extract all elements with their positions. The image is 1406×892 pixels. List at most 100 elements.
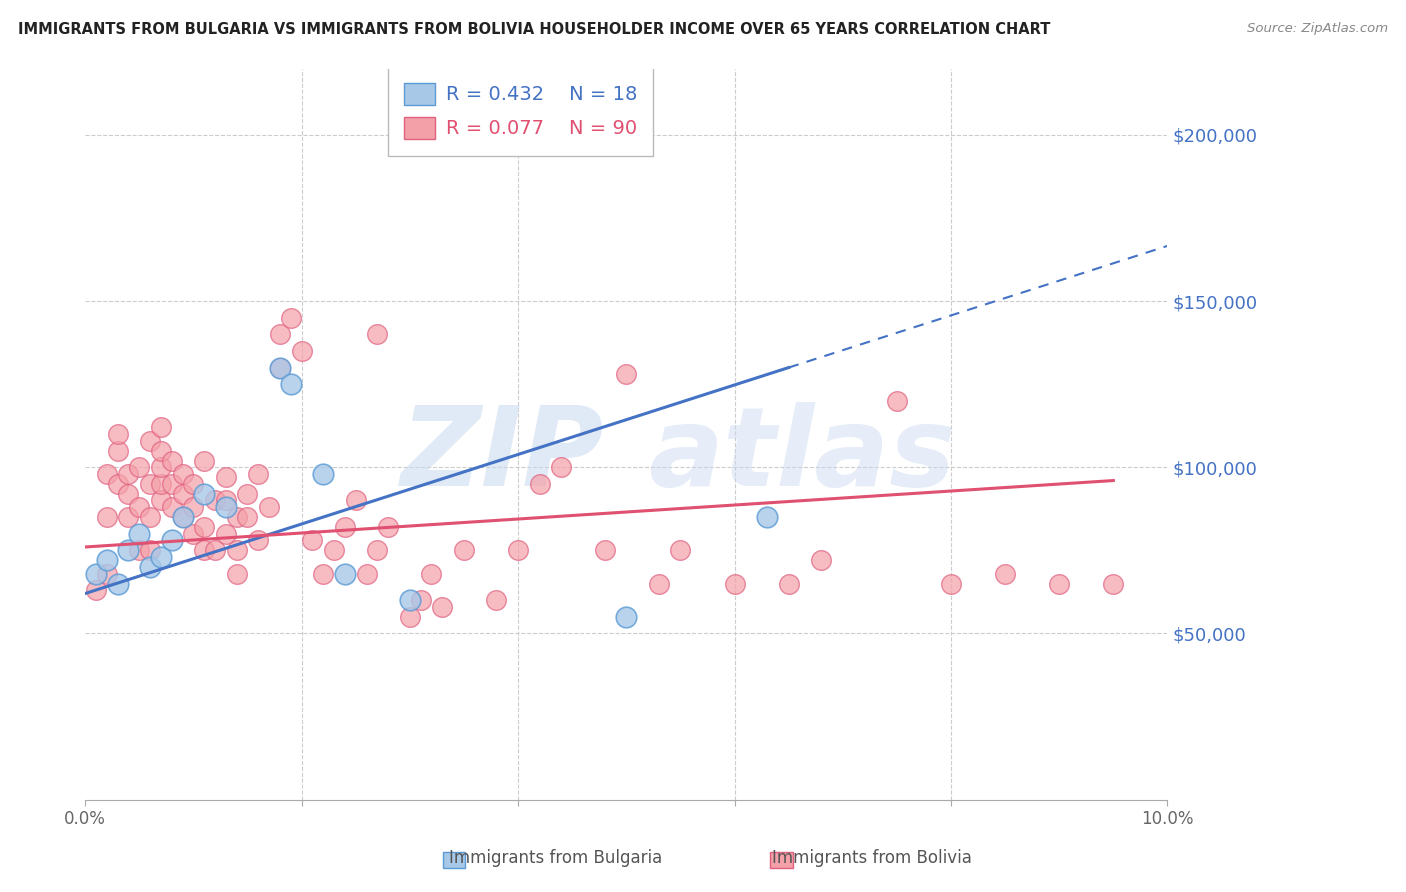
- Text: R = 0.077    N = 90: R = 0.077 N = 90: [446, 119, 637, 138]
- Bar: [770, 852, 793, 868]
- Point: [269, 360, 291, 375]
- Point: [648, 576, 671, 591]
- Point: [107, 476, 129, 491]
- FancyBboxPatch shape: [388, 65, 654, 156]
- Point: [1047, 576, 1070, 591]
- Point: [107, 427, 129, 442]
- Point: [215, 500, 238, 515]
- Text: Immigrants from Bolivia: Immigrants from Bolivia: [772, 849, 972, 867]
- Point: [193, 543, 215, 558]
- Point: [172, 467, 194, 481]
- Point: [160, 453, 183, 467]
- Point: [149, 476, 172, 491]
- Point: [257, 500, 280, 515]
- Point: [139, 560, 162, 574]
- Point: [117, 467, 139, 481]
- Point: [291, 343, 314, 358]
- Point: [149, 420, 172, 434]
- Point: [107, 443, 129, 458]
- Bar: [405, 118, 434, 139]
- Point: [614, 609, 637, 624]
- Point: [193, 487, 215, 501]
- Point: [96, 553, 118, 567]
- Point: [398, 593, 420, 607]
- Point: [398, 609, 420, 624]
- Point: [269, 327, 291, 342]
- Point: [485, 593, 508, 607]
- Point: [117, 510, 139, 524]
- Point: [160, 533, 183, 548]
- Point: [139, 434, 162, 448]
- Text: Immigrants from Bulgaria: Immigrants from Bulgaria: [449, 849, 662, 867]
- Point: [301, 533, 323, 548]
- Point: [377, 520, 399, 534]
- Point: [614, 368, 637, 382]
- Point: [269, 360, 291, 375]
- Point: [366, 327, 388, 342]
- Point: [333, 566, 356, 581]
- Point: [128, 460, 150, 475]
- Point: [886, 393, 908, 408]
- Point: [183, 526, 205, 541]
- Point: [280, 377, 302, 392]
- Point: [96, 566, 118, 581]
- Text: Source: ZipAtlas.com: Source: ZipAtlas.com: [1247, 22, 1388, 36]
- Point: [117, 543, 139, 558]
- Point: [312, 467, 335, 481]
- Point: [225, 566, 247, 581]
- Point: [172, 487, 194, 501]
- Point: [280, 310, 302, 325]
- Point: [236, 510, 259, 524]
- Point: [149, 493, 172, 508]
- Point: [529, 476, 551, 491]
- Text: ZIP: ZIP: [401, 402, 605, 509]
- Point: [193, 520, 215, 534]
- Point: [117, 487, 139, 501]
- Point: [183, 476, 205, 491]
- Text: IMMIGRANTS FROM BULGARIA VS IMMIGRANTS FROM BOLIVIA HOUSEHOLDER INCOME OVER 65 Y: IMMIGRANTS FROM BULGARIA VS IMMIGRANTS F…: [18, 22, 1050, 37]
- Point: [409, 593, 432, 607]
- Point: [994, 566, 1017, 581]
- Bar: [443, 852, 465, 868]
- Point: [550, 460, 572, 475]
- Point: [128, 543, 150, 558]
- Point: [344, 493, 367, 508]
- Point: [172, 510, 194, 524]
- Point: [432, 599, 454, 614]
- Point: [149, 460, 172, 475]
- Point: [333, 520, 356, 534]
- Point: [84, 566, 107, 581]
- Point: [939, 576, 962, 591]
- Point: [356, 566, 378, 581]
- Point: [236, 487, 259, 501]
- Point: [593, 543, 616, 558]
- Point: [247, 533, 270, 548]
- Point: [96, 510, 118, 524]
- Point: [160, 476, 183, 491]
- Point: [215, 470, 238, 484]
- Point: [193, 453, 215, 467]
- Point: [139, 543, 162, 558]
- Bar: [405, 83, 434, 105]
- Point: [247, 467, 270, 481]
- Point: [128, 526, 150, 541]
- Point: [225, 510, 247, 524]
- Point: [723, 576, 745, 591]
- Point: [669, 543, 692, 558]
- Point: [323, 543, 346, 558]
- Point: [420, 566, 443, 581]
- Point: [204, 543, 226, 558]
- Point: [139, 510, 162, 524]
- Point: [756, 510, 779, 524]
- Point: [96, 467, 118, 481]
- Point: [810, 553, 832, 567]
- Point: [128, 500, 150, 515]
- Point: [139, 476, 162, 491]
- Point: [312, 566, 335, 581]
- Point: [149, 549, 172, 564]
- Point: [172, 510, 194, 524]
- Point: [215, 526, 238, 541]
- Point: [204, 493, 226, 508]
- Point: [183, 500, 205, 515]
- Text: R = 0.432    N = 18: R = 0.432 N = 18: [446, 85, 637, 103]
